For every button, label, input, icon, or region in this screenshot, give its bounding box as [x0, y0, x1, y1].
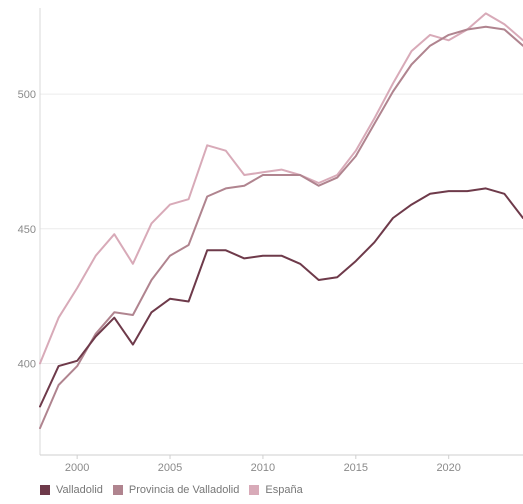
grid-lines	[40, 93, 523, 364]
series-line-valladolid[interactable]	[39, 187, 523, 408]
tick-labels: 400 450 500 2000 2005 2010 2015 2020	[18, 89, 461, 474]
legend-label-valladolid: Valladolid	[56, 484, 103, 496]
series-lines	[39, 12, 523, 430]
y-tick-label-450: 450	[18, 224, 36, 236]
y-tick-label-500: 500	[18, 89, 36, 101]
series-line-espana[interactable]	[39, 12, 523, 365]
legend-label-provincia: Provincia de Valladolid	[128, 484, 240, 496]
legend-item-espana[interactable]: España	[249, 484, 303, 496]
legend-swatch-valladolid	[40, 485, 50, 495]
y-tick-label-400: 400	[18, 358, 36, 370]
axes	[39, 8, 523, 459]
legend: Valladolid Provincia de Valladolid Españ…	[40, 484, 313, 496]
x-tick-label-2010: 2010	[251, 462, 275, 474]
x-tick-label-2005: 2005	[158, 462, 182, 474]
x-tick-label-2015: 2015	[344, 462, 368, 474]
x-tick-label-2020: 2020	[436, 462, 460, 474]
legend-swatch-espana	[249, 485, 260, 495]
legend-label-espana: España	[265, 484, 303, 496]
x-tick-label-2000: 2000	[65, 462, 89, 474]
series-line-provincia[interactable]	[39, 25, 523, 430]
legend-swatch-provincia	[112, 485, 123, 495]
legend-item-valladolid[interactable]: Valladolid	[40, 484, 103, 496]
legend-item-provincia[interactable]: Provincia de Valladolid	[112, 484, 240, 496]
